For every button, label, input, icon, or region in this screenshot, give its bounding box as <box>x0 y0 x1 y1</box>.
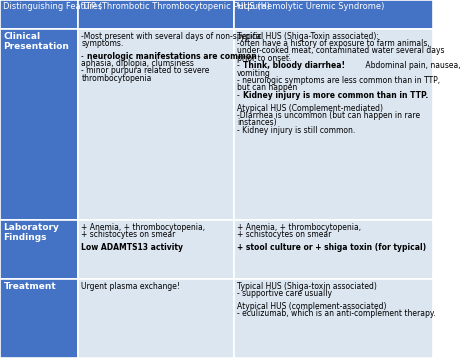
Text: + stool culture or + shiga toxin (for typical): + stool culture or + shiga toxin (for ty… <box>237 243 426 252</box>
Text: Treatment: Treatment <box>3 282 56 291</box>
Text: -: - <box>237 61 242 70</box>
FancyBboxPatch shape <box>78 29 234 220</box>
Text: -Most present with several days of non-specific: -Most present with several days of non-s… <box>82 32 262 40</box>
Text: Atypical HUS (Complement-mediated): Atypical HUS (Complement-mediated) <box>237 103 383 112</box>
Text: Distinguishing Features: Distinguishing Features <box>3 2 103 11</box>
Text: Abdominal pain, nausea,: Abdominal pain, nausea, <box>363 61 461 70</box>
Text: Typical HUS (Shiga-Toxin associated):: Typical HUS (Shiga-Toxin associated): <box>237 32 379 40</box>
Text: HUS (Hemolytic Uremic Syndrome): HUS (Hemolytic Uremic Syndrome) <box>237 2 384 11</box>
Text: -: - <box>82 52 86 61</box>
Text: -often have a history of exposure to farm animals,: -often have a history of exposure to far… <box>237 39 430 48</box>
Text: + schistocytes on smear: + schistocytes on smear <box>237 230 331 239</box>
Text: -: - <box>237 91 242 100</box>
Text: prior to onset.: prior to onset. <box>237 54 292 63</box>
Text: vomiting: vomiting <box>237 69 271 78</box>
Text: Atypical HUS (complement-associated): Atypical HUS (complement-associated) <box>237 302 386 311</box>
Text: - neurologic symptoms are less common than in TTP,: - neurologic symptoms are less common th… <box>237 76 440 85</box>
Text: + Anemia, + thrombocytopenia,: + Anemia, + thrombocytopenia, <box>237 223 361 232</box>
Text: :: : <box>287 52 290 61</box>
FancyBboxPatch shape <box>0 220 78 279</box>
Text: Think, bloody diarrhea!: Think, bloody diarrhea! <box>243 61 345 70</box>
FancyBboxPatch shape <box>78 220 234 279</box>
Text: - eculizumab, which is an anti-complement therapy.: - eculizumab, which is an anti-complemen… <box>237 309 436 318</box>
Text: - supportive care usually: - supportive care usually <box>237 289 332 298</box>
Text: but can happen: but can happen <box>237 83 297 92</box>
FancyBboxPatch shape <box>234 220 433 279</box>
Text: neurologic manifestations are common: neurologic manifestations are common <box>87 52 257 61</box>
FancyBboxPatch shape <box>0 279 78 358</box>
Text: Clinical
Presentation: Clinical Presentation <box>3 32 69 51</box>
FancyBboxPatch shape <box>78 0 234 29</box>
Text: instances): instances) <box>237 118 277 127</box>
FancyBboxPatch shape <box>234 29 433 220</box>
Text: - Kidney injury is still common.: - Kidney injury is still common. <box>237 126 356 135</box>
Text: Typical HUS (Shiga-toxin associated): Typical HUS (Shiga-toxin associated) <box>237 282 377 291</box>
Text: + Anemia, + thrombocytopenia,: + Anemia, + thrombocytopenia, <box>82 223 205 232</box>
Text: symptoms.: symptoms. <box>82 39 124 48</box>
Text: + schistocytes on smear: + schistocytes on smear <box>82 230 176 239</box>
Text: -Diarrhea is uncommon (but can happen in rare: -Diarrhea is uncommon (but can happen in… <box>237 111 420 120</box>
FancyBboxPatch shape <box>78 279 234 358</box>
Text: Urgent plasma exchange!: Urgent plasma exchange! <box>82 282 180 291</box>
Text: thrombocytopenia: thrombocytopenia <box>82 74 152 83</box>
Text: aphasia, diplopia, clumsiness: aphasia, diplopia, clumsiness <box>82 59 194 68</box>
FancyBboxPatch shape <box>0 29 78 220</box>
Text: TTP (Thrombotic Thrombocytopenic Purpura): TTP (Thrombotic Thrombocytopenic Purpura… <box>82 2 270 11</box>
Text: Low ADAMTS13 activity: Low ADAMTS13 activity <box>82 243 183 252</box>
Text: Kidney injury is more common than in TTP.: Kidney injury is more common than in TTP… <box>243 91 428 100</box>
Text: - minor purpura related to severe: - minor purpura related to severe <box>82 66 210 76</box>
Text: Laboratory
Findings: Laboratory Findings <box>3 223 59 242</box>
FancyBboxPatch shape <box>234 279 433 358</box>
Text: under-cooked meat, contaminated water several days: under-cooked meat, contaminated water se… <box>237 46 445 55</box>
FancyBboxPatch shape <box>234 0 433 29</box>
FancyBboxPatch shape <box>0 0 78 29</box>
